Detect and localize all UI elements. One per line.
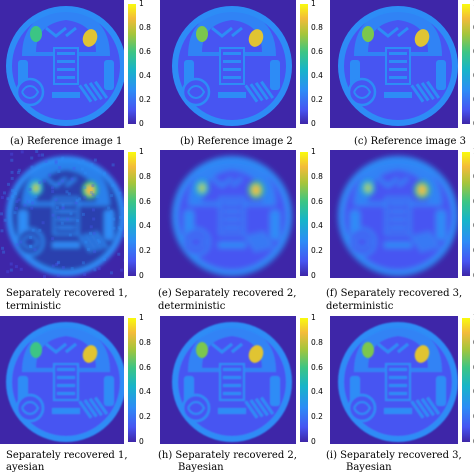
colorbar-i: 10.80.60.40.20 xyxy=(462,314,474,446)
recovered-2-bayesian xyxy=(160,316,296,444)
colorbar-tick-label: 0.6 xyxy=(139,196,151,206)
colorbar-c: 10.80.60.40.20 xyxy=(462,0,474,128)
caption-f-line2: deterministic xyxy=(326,301,394,312)
colorbar-tick-label: 0 xyxy=(311,437,316,446)
colorbar-tick-label: 0.4 xyxy=(311,221,323,231)
colorbar-tick-label: 0 xyxy=(311,271,316,280)
colorbar-tick-label: 0.2 xyxy=(311,246,323,256)
colorbar-tick-label: 1 xyxy=(311,0,316,8)
caption-h-line1: (h) Separately recovered 2, xyxy=(158,450,297,461)
caption-f-line1: (f) Separately recovered 3, xyxy=(326,288,463,299)
colorbar-g: 1 0.8 0.6 0.4 0.2 0 xyxy=(128,314,151,446)
colorbar-a: 1 0.8 0.6 0.4 0.2 0 xyxy=(128,0,151,128)
colorbar-tick-label: 0.8 xyxy=(311,23,323,32)
colorbar-b: 1 0.8 0.6 0.4 0.2 0 xyxy=(300,0,323,128)
caption-c: (c) Reference image 3 xyxy=(354,136,466,147)
caption-g-line2: ayesian xyxy=(6,462,45,473)
colorbar-tick-label: 0.2 xyxy=(139,95,151,104)
colorbar-e: 1 0.8 0.6 0.4 0.2 0 xyxy=(300,148,323,280)
colorbar-h: 1 0.8 0.6 0.4 0.2 0 xyxy=(300,314,323,446)
colorbar-tick-label: 1 xyxy=(311,147,316,156)
colorbar-tick-label: 1 xyxy=(139,147,144,156)
colorbar-tick-label: 0 xyxy=(311,119,316,128)
caption-b: (b) Reference image 2 xyxy=(180,136,293,147)
caption-i-line1: (i) Separately recovered 3, xyxy=(326,450,462,461)
colorbar-tick-label: 0.2 xyxy=(139,412,151,422)
recovered-2-deterministic xyxy=(160,150,296,278)
colorbar-tick-label: 0 xyxy=(139,119,144,128)
colorbar-tick-label: 0.6 xyxy=(311,47,323,56)
caption-g-line1: Separately recovered 1, xyxy=(6,450,128,461)
colorbar-tick-label: 0.4 xyxy=(139,387,151,397)
recovered-3-bayesian xyxy=(330,316,458,444)
colorbar-tick-label: 1 xyxy=(139,0,144,8)
recovered-3-deterministic xyxy=(330,150,458,278)
colorbar-tick-label: 0 xyxy=(139,271,144,280)
colorbar-tick-label: 0.8 xyxy=(311,171,323,181)
colorbar-tick-label: 0.4 xyxy=(139,71,151,80)
colorbar-tick-label: 1 xyxy=(139,313,144,322)
colorbar-tick-label: 0.4 xyxy=(139,221,151,231)
colorbar-tick-label: 0.6 xyxy=(139,47,151,56)
colorbar-tick-label: 0.8 xyxy=(311,337,323,347)
colorbar-tick-label: 1 xyxy=(311,313,316,322)
caption-i-line2: Bayesian xyxy=(346,462,392,473)
colorbar-tick-label: 0.8 xyxy=(139,337,151,347)
caption-d-line2: terministic xyxy=(6,301,61,312)
colorbar-tick-label: 0.6 xyxy=(311,196,323,206)
colorbar-tick-label: 0.4 xyxy=(311,71,323,80)
colorbar-f: 10.80.60.40.20 xyxy=(462,148,474,280)
colorbar-tick-label: 0.6 xyxy=(311,362,323,372)
colorbar-tick-label: 0.2 xyxy=(311,95,323,104)
caption-d-line1: Separately recovered 1, xyxy=(6,288,128,299)
colorbar-tick-label: 0.6 xyxy=(139,362,151,372)
colorbar-tick-label: 0.8 xyxy=(139,171,151,181)
caption-e-line1: (e) Separately recovered 2, xyxy=(158,288,297,299)
colorbar-tick-label: 0.4 xyxy=(311,387,323,397)
colorbar-tick-label: 0.2 xyxy=(139,246,151,256)
caption-a: (a) Reference image 1 xyxy=(10,136,123,147)
colorbar-tick-label: 0.2 xyxy=(311,412,323,422)
recovered-1-deterministic xyxy=(0,150,124,278)
caption-h-line2: Bayesian xyxy=(178,462,224,473)
colorbar-d: 1 0.8 0.6 0.4 0.2 0 xyxy=(128,148,151,280)
colorbar-tick-label: 0 xyxy=(139,437,144,446)
reference-image-1 xyxy=(0,0,124,128)
recovered-1-bayesian xyxy=(0,316,124,444)
caption-e-line2: deterministic xyxy=(158,301,226,312)
reference-image-3 xyxy=(330,0,458,128)
colorbar-tick-label: 0.8 xyxy=(139,23,151,32)
reference-image-2 xyxy=(160,0,296,128)
